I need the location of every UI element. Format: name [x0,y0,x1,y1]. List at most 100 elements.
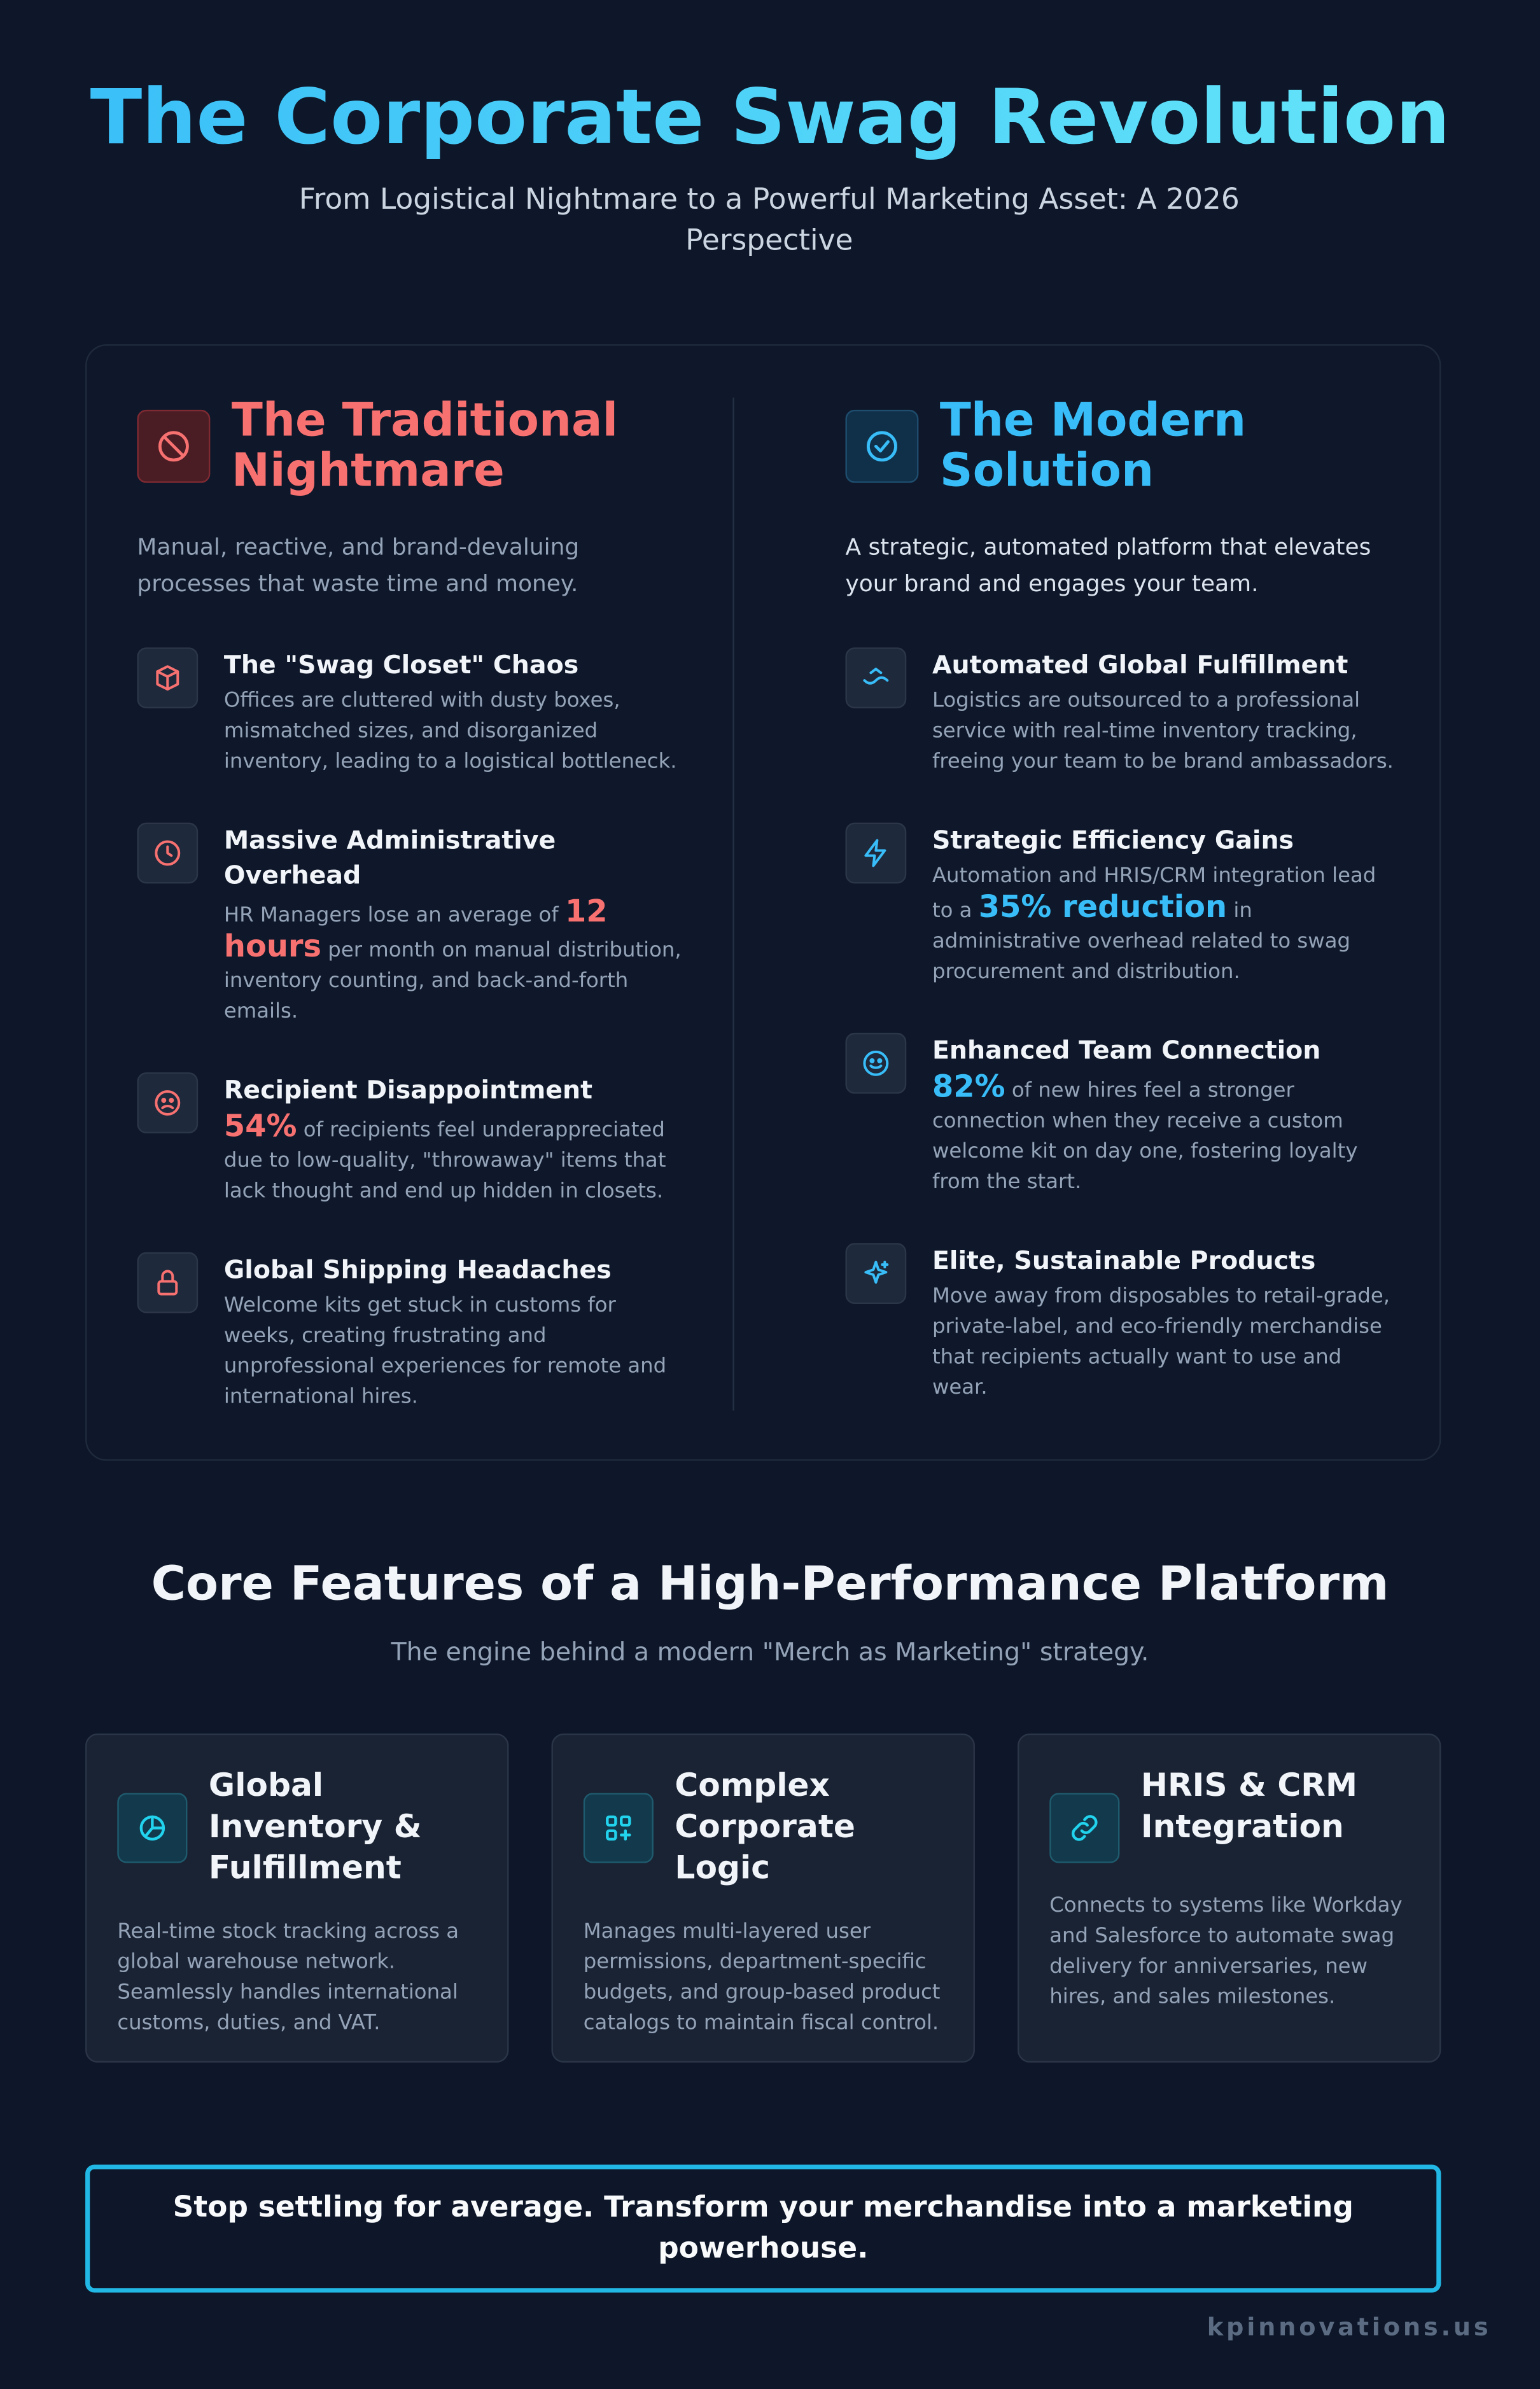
item-title: Enhanced Team Connection [932,1035,1321,1065]
left-column: The Traditional Nightmare Manual, reactiv… [137,394,693,1412]
card-title: Complex Corporate Logic [675,1767,855,1886]
item-title: Massive Administrative Overhead [223,825,556,890]
icon [606,1815,631,1841]
stat: 35% reduction [978,888,1228,925]
subtitle: From Logistical Nightmare to a Powerful … [298,183,1240,258]
item-text-part: Move away from disposables to retail-gra… [932,1284,1390,1400]
item-text: Logistics are outsourced to a profession… [932,685,1401,777]
item-text: Automation and HRIS/CRM integration lead… [932,860,1401,987]
item-icon [845,822,907,884]
item-text: 82% of new hires feel a stronger connect… [932,1071,1401,1198]
item-text: Move away from disposables to retail-gra… [932,1281,1401,1403]
card-header: Complex Corporate Logic [583,1765,943,1889]
item-text-part: Automation and HRIS/CRM integration lead… [932,864,1376,923]
item-text-part: Welcome kits get stuck in customs for we… [223,1293,667,1410]
item-text-part: of recipients feel underappreciated due … [223,1117,666,1204]
item-icon [845,647,907,709]
comparison-panel: The Traditional Nightmare Manual, reactiv… [85,344,1441,1461]
icon [139,1815,165,1841]
item-text: Offices are cluttered with dusty boxes, … [224,685,693,777]
icon [155,840,181,866]
right-column: The Modern Solution A strategic, automate… [845,394,1402,1403]
stat: 54% [223,1107,297,1144]
item-body: The "Swag Closet" Chaos Offices are clutt… [224,647,693,776]
icon [867,431,897,462]
card-icon [1049,1793,1120,1863]
header-icon [137,409,211,483]
header-icon [845,409,919,483]
icon [158,431,189,462]
icon [156,665,179,691]
item-title: Elite, Sustainable Products [932,1246,1316,1275]
column-header: The Traditional Nightmare [137,394,693,498]
card-title: Global Inventory & Fulfillment [208,1767,422,1886]
column-description: A strategic, automated platform that ele… [845,533,1371,598]
item-title: Automated Global Fulfillment [932,650,1348,680]
title: The Corporate Swag Revolution [0,73,1540,162]
item-icon [137,1072,199,1133]
icon [864,1261,889,1284]
card-text: Manages multi-layered user permissions, … [583,1919,941,2035]
item-body: Massive Administrative Overhead HR Manage… [224,823,693,1027]
icon [863,668,889,685]
item-body: Enhanced Team Connection 82% of new hires… [932,1033,1401,1198]
card-icon [583,1793,654,1863]
column-title: The Traditional Nightmare [231,394,619,498]
footer: kpinnovations.us [1207,2312,1492,2342]
icon [155,1090,181,1116]
item: Massive Administrative Overhead HR Manage… [137,822,693,1027]
feature-card: HRIS & CRM Integration Connects to system… [1017,1734,1441,2063]
item-text-part: HR Managers lose an average of [223,903,565,928]
item-body: Automated Global Fulfillment Logistics ar… [932,647,1401,776]
icon [1072,1815,1098,1841]
item-text: Welcome kits get stuck in customs for we… [224,1290,693,1412]
card-icon [117,1793,188,1863]
stat: 82% [932,1067,1005,1105]
icon [864,839,886,867]
item: Automated Global Fulfillment Logistics ar… [845,647,1402,776]
item-icon [137,1252,199,1314]
divider [732,397,734,1411]
item-text-part: per month on manual distribution, invent… [223,938,682,1024]
item: The "Swag Closet" Chaos Offices are clutt… [137,647,693,776]
item-title: The "Swag Closet" Chaos [223,650,579,680]
item-title: Global Shipping Headaches [223,1255,612,1284]
card-header: Global Inventory & Fulfillment [117,1765,477,1889]
card-text: Connects to systems like Workday and Sal… [1049,1893,1403,2010]
item-icon [845,1243,907,1305]
item-body: Strategic Efficiency Gains Automation and… [932,823,1401,988]
item-text: HR Managers lose an average of 12 hours … [224,895,693,1026]
cta: Stop settling for average. Transform you… [85,2164,1441,2293]
item-title: Recipient Disappointment [223,1075,593,1105]
column-header: The Modern Solution [845,394,1402,498]
item: Global Shipping Headaches Welcome kits ge… [137,1252,693,1412]
item: Recipient Disappointment 54% of recipient… [137,1072,693,1207]
feature-card: Complex Corporate Logic Manages multi-lay… [551,1734,975,2063]
icon [157,1270,178,1296]
item-body: Global Shipping Headaches Welcome kits ge… [224,1252,693,1412]
features-subtitle: The engine behind a modern "Merch as Mar… [391,1637,1149,1667]
item: Strategic Efficiency Gains Automation and… [845,822,1402,988]
card-text: Real-time stock tracking across a global… [117,1919,459,2035]
item-icon [137,647,199,709]
stat: 12 hours [223,892,608,965]
feature-card: Global Inventory & Fulfillment Real-time … [85,1734,509,2063]
item-body: Elite, Sustainable Products Move away fro… [932,1243,1401,1403]
column-description: Manual, reactive, and brand-devaluing pr… [137,533,580,598]
features-title: Core Features of a High-Performance Plat… [151,1557,1389,1612]
item-title: Strategic Efficiency Gains [932,825,1294,855]
icon [863,1050,889,1076]
item-text-part: Offices are cluttered with dusty boxes, … [223,688,677,774]
column-title: The Modern Solution [939,394,1247,498]
item: Elite, Sustainable Products Move away fro… [845,1243,1402,1403]
item-text-part: of new hires feel a stronger connection … [932,1078,1358,1194]
item-text-part: in administrative overhead related to sw… [932,899,1351,984]
item-body: Recipient Disappointment 54% of recipient… [224,1072,693,1207]
item-text: 54% of recipients feel underappreciated … [224,1110,693,1207]
item-icon [845,1032,907,1094]
item: Enhanced Team Connection 82% of new hires… [845,1032,1402,1198]
card-title: HRIS & CRM Integration [1140,1767,1358,1845]
